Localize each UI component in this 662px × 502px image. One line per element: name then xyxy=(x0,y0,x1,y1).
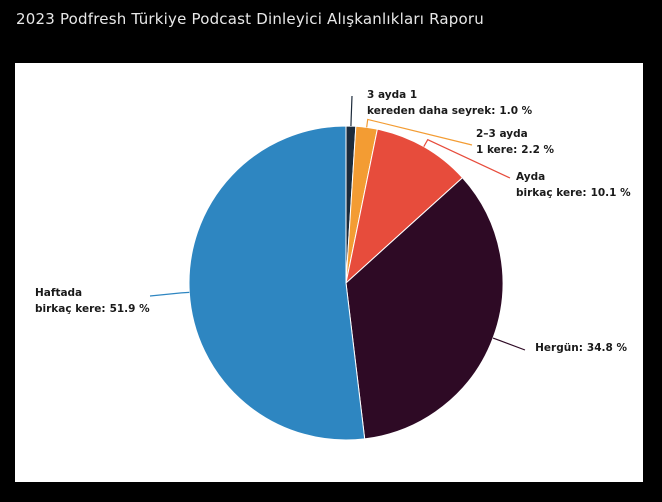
leader-line xyxy=(492,337,526,351)
pie-slice xyxy=(188,125,366,441)
slice-label: Haftada birkaç kere: 51.9 % xyxy=(35,287,150,315)
chart: 3 ayda 1 kereden daha seyrek: 1.0 % 2–3 ayd… xyxy=(35,89,631,441)
label-line: Hergün: xyxy=(535,342,583,354)
value-label: 1.0 % xyxy=(499,105,532,117)
slice-label: Hergün: 34.8 % xyxy=(535,342,627,354)
label-line: kereden daha seyrek: xyxy=(367,105,495,117)
leader-line xyxy=(149,291,190,297)
label-line: 3 ayda 1 xyxy=(367,89,417,101)
chart-title: 2023 Podfresh Türkiye Podcast Dinleyici … xyxy=(16,10,484,28)
leader-line xyxy=(366,118,473,146)
label-line: Haftada xyxy=(35,287,82,299)
pie-slice xyxy=(345,176,504,440)
slice-label: 3 ayda 1 kereden daha seyrek: 1.0 % xyxy=(367,89,533,117)
value-label: 2.2 % xyxy=(521,144,554,156)
label-line: 1 kere: xyxy=(476,144,517,156)
value-label: 34.8 % xyxy=(587,342,628,354)
label-line: Ayda xyxy=(516,171,545,183)
label-line: birkaç kere: xyxy=(35,303,106,315)
label-line: 2–3 ayda xyxy=(476,128,528,140)
slice-label: Ayda birkaç kere: 10.1 % xyxy=(516,171,631,199)
chart-panel: 3 ayda 1 kereden daha seyrek: 1.0 % 2–3 ayd… xyxy=(15,63,643,482)
slice-label: 2–3 ayda 1 kere: 2.2 % xyxy=(476,128,555,156)
leader-line xyxy=(423,138,511,179)
leader-line xyxy=(350,95,353,127)
label-line: birkaç kere: xyxy=(516,187,587,199)
value-label: 10.1 % xyxy=(591,187,632,199)
value-label: 51.9 % xyxy=(110,303,151,315)
pie-slice xyxy=(345,128,464,285)
